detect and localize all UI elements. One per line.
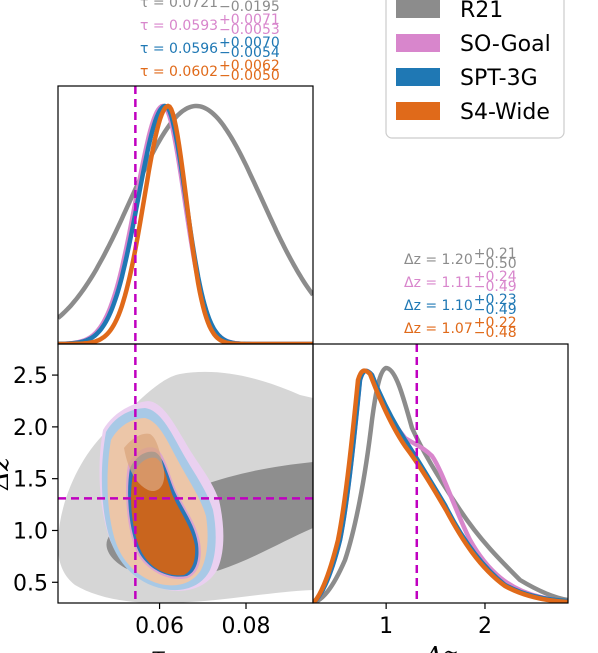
tau-stat-minus: −0.0054 (219, 45, 280, 61)
dz-stat-spt-3g: Δz = 1.10 (404, 298, 473, 314)
y-tick-label: 2.5 (13, 364, 48, 389)
tau-stat-minus: −0.0053 (219, 22, 280, 38)
dz-curve-s4-wide (313, 368, 568, 603)
dz-stat-r21: Δz = 1.20 (404, 252, 473, 268)
dz-stat-minus: −0.49 (474, 279, 517, 295)
tau-stat-minus: −0.0050 (219, 68, 280, 84)
dz-curve-so-goal (313, 368, 568, 603)
tau-curve-r21 (58, 103, 313, 320)
tau-stat-plus: +0.0070 (219, 35, 280, 51)
y-axis-label-dz: Δz (0, 457, 15, 491)
legend-items: R21 SO-Goal SPT-3G S4-Wide (396, 0, 551, 125)
dz-stat-so-goal: Δz = 1.11 (404, 275, 473, 291)
dz-marginal-frame (312, 343, 569, 604)
dz-stat-plus: +0.21 (474, 246, 517, 262)
dz-marginal-panel: 1 2 Δz (312, 343, 569, 653)
dz-stat-minus: −0.49 (474, 302, 517, 318)
tau-stat-r21: τ = 0.0721 (140, 0, 218, 11)
tau-marginal-panel (57, 85, 314, 345)
y-tick-label: 0.5 (13, 571, 48, 596)
dz-stat-plus: +0.22 (474, 315, 517, 331)
y-tick-label: 2.0 (13, 416, 48, 441)
dz-stat-plus: +0.24 (474, 269, 517, 285)
tau-stat-s4-wide: τ = 0.0602 (140, 64, 218, 80)
tau-stat-minus: −0.0195 (219, 0, 280, 15)
dz-axis-label: Δz (423, 642, 457, 653)
legend-label-r21: R21 (460, 0, 503, 23)
dz-marginal-ticks: 1 2 Δz (379, 603, 492, 653)
tau-curve-s4-wide (58, 103, 313, 344)
contours (58, 371, 313, 603)
dz-stat-plus: +0.23 (474, 292, 517, 308)
dz-tick-label: 2 (478, 614, 492, 639)
dz-stat-s4-wide: Δz = 1.07 (404, 321, 473, 337)
tau-stat-plus: +0.0062 (219, 58, 280, 74)
legend-label-so-goal: SO-Goal (460, 32, 551, 57)
dz-stat-minus: −0.50 (474, 256, 517, 272)
x-axis-label-tau: τ (150, 642, 165, 653)
legend-swatch-r21 (396, 0, 440, 18)
tau-stat-plus: +0.0071 (219, 12, 280, 28)
legend-label-s4-wide: S4-Wide (460, 100, 550, 125)
dz-curve-spt-3g (313, 368, 568, 603)
dz-marginal-curves (313, 365, 568, 603)
tau-stat-spt-3g: τ = 0.0596 (140, 41, 218, 57)
y-tick-label: 1.0 (13, 519, 48, 544)
dz-curve-r21 (313, 365, 568, 603)
dz-tick-label: 1 (379, 614, 393, 639)
legend-swatch-s4-wide (396, 102, 440, 120)
legend-label-spt-3g: SPT-3G (460, 66, 538, 91)
tau-dz-2d-panel: 0.06 0.08 0.5 1.0 1.5 2.0 2.5 τ Δz (0, 343, 314, 653)
s4-wide-light-interior (124, 433, 165, 492)
tau-marginal-curves (58, 103, 313, 344)
dz-stat-minus: −0.48 (474, 325, 517, 341)
legend-swatch-spt-3g (396, 68, 440, 86)
tau-stat-so-goal: τ = 0.0593 (140, 18, 218, 34)
x-tick-label: 0.08 (222, 614, 271, 639)
x-tick-label: 0.06 (135, 614, 184, 639)
legend-swatch-so-goal (396, 34, 440, 52)
tau-dz-2d-ticks: 0.06 0.08 0.5 1.0 1.5 2.0 2.5 τ Δz (0, 364, 271, 653)
legend: R21 SO-Goal SPT-3G S4-Wide (385, 0, 565, 139)
y-tick-label: 1.5 (13, 468, 48, 493)
